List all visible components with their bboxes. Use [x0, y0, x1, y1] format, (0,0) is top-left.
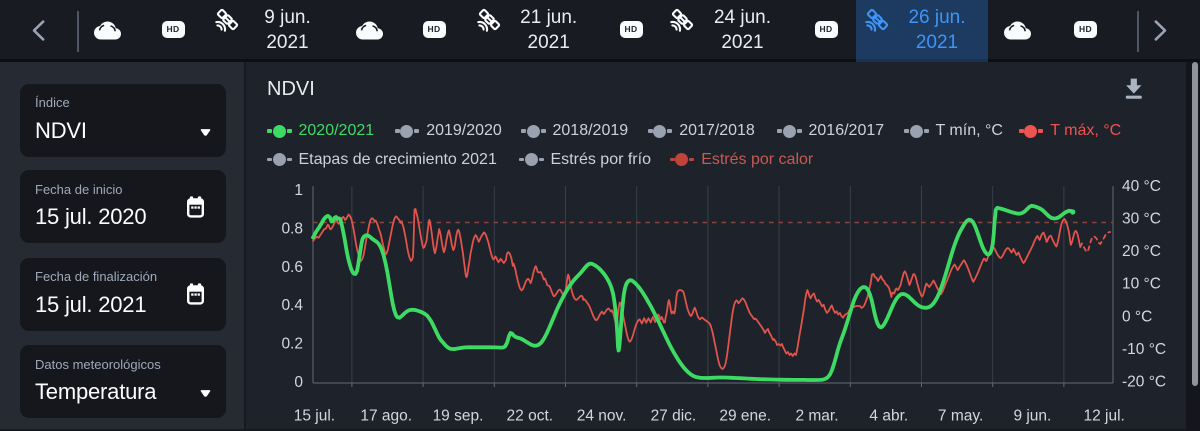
- svg-text:0 °C: 0 °C: [1122, 308, 1152, 325]
- svg-text:9 jun.: 9 jun.: [1013, 408, 1051, 425]
- svg-text:30 °C: 30 °C: [1122, 211, 1161, 228]
- svg-text:29 ene.: 29 ene.: [719, 408, 771, 425]
- svg-text:2 mar.: 2 mar.: [795, 408, 838, 425]
- svg-text:0.4: 0.4: [281, 297, 303, 314]
- svg-text:15 jul.: 15 jul.: [294, 408, 335, 425]
- svg-text:10 °C: 10 °C: [1122, 276, 1161, 293]
- svg-text:24 nov.: 24 nov.: [577, 408, 627, 425]
- svg-text:4 abr.: 4 abr.: [869, 408, 908, 425]
- svg-text:12 jul.: 12 jul.: [1084, 408, 1125, 425]
- svg-text:-10 °C: -10 °C: [1122, 341, 1166, 358]
- svg-text:0.6: 0.6: [281, 259, 303, 276]
- svg-text:27 dic.: 27 dic.: [651, 408, 697, 425]
- svg-text:20 °C: 20 °C: [1122, 243, 1161, 260]
- svg-text:40 °C: 40 °C: [1122, 178, 1161, 195]
- svg-text:0.2: 0.2: [281, 336, 303, 353]
- svg-text:-20 °C: -20 °C: [1122, 374, 1166, 391]
- svg-text:17 ago.: 17 ago.: [360, 408, 412, 425]
- svg-text:1: 1: [294, 182, 303, 199]
- svg-text:7 may.: 7 may.: [938, 408, 983, 425]
- svg-text:0.8: 0.8: [281, 221, 303, 238]
- svg-text:0: 0: [294, 374, 303, 391]
- svg-text:19 sep.: 19 sep.: [433, 408, 484, 425]
- svg-text:22 oct.: 22 oct.: [507, 408, 554, 425]
